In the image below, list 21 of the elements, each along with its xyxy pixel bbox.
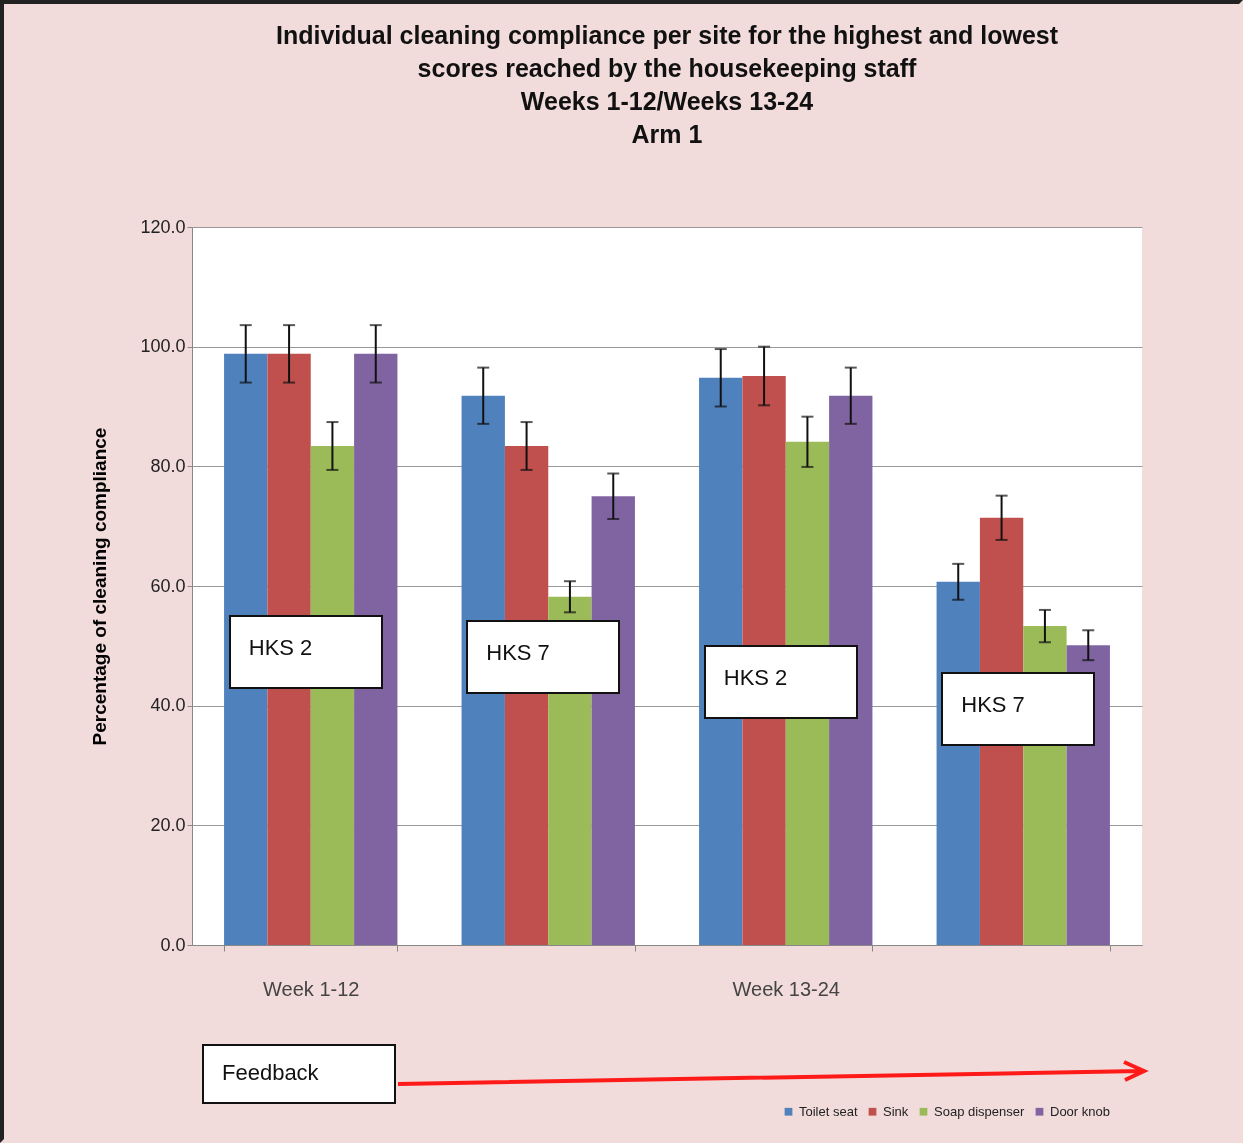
legend-label: Soap dispenser — [934, 1103, 1026, 1119]
text-box: HKS 7 — [466, 620, 621, 694]
text-box: HKS 7 — [941, 672, 1096, 746]
y-axis-title: Percentage of cleaning compliance — [89, 427, 111, 746]
legend-label: Door knob — [1050, 1103, 1110, 1119]
text-box: Feedback — [202, 1044, 396, 1104]
legend-label: Toilet seat — [799, 1103, 858, 1119]
bar — [354, 353, 398, 945]
text-box: HKS 2 — [703, 645, 858, 719]
y-tick-label: 80.0 — [150, 455, 186, 476]
y-tick-label: 20.0 — [150, 814, 186, 835]
y-tick-label: 120.0 — [140, 216, 186, 237]
y-tick-label: 0.0 — [160, 934, 186, 955]
text-box: HKS 2 — [228, 615, 383, 689]
y-tick-label: 60.0 — [150, 575, 186, 596]
chart-title: Individual cleaning compliance per site for the highest and lowest scores reached by the housekeeping staff Weeks 1-12/Weeks 13-24 Arm 1 — [275, 21, 1059, 148]
legend-label: Sink — [883, 1103, 909, 1119]
y-tick-label: 100.0 — [140, 336, 186, 357]
y-tick-label: 40.0 — [150, 695, 186, 716]
x-tick-label: Week 13-24 — [732, 977, 840, 1000]
x-tick-label: Week 1-12 — [263, 977, 360, 1000]
